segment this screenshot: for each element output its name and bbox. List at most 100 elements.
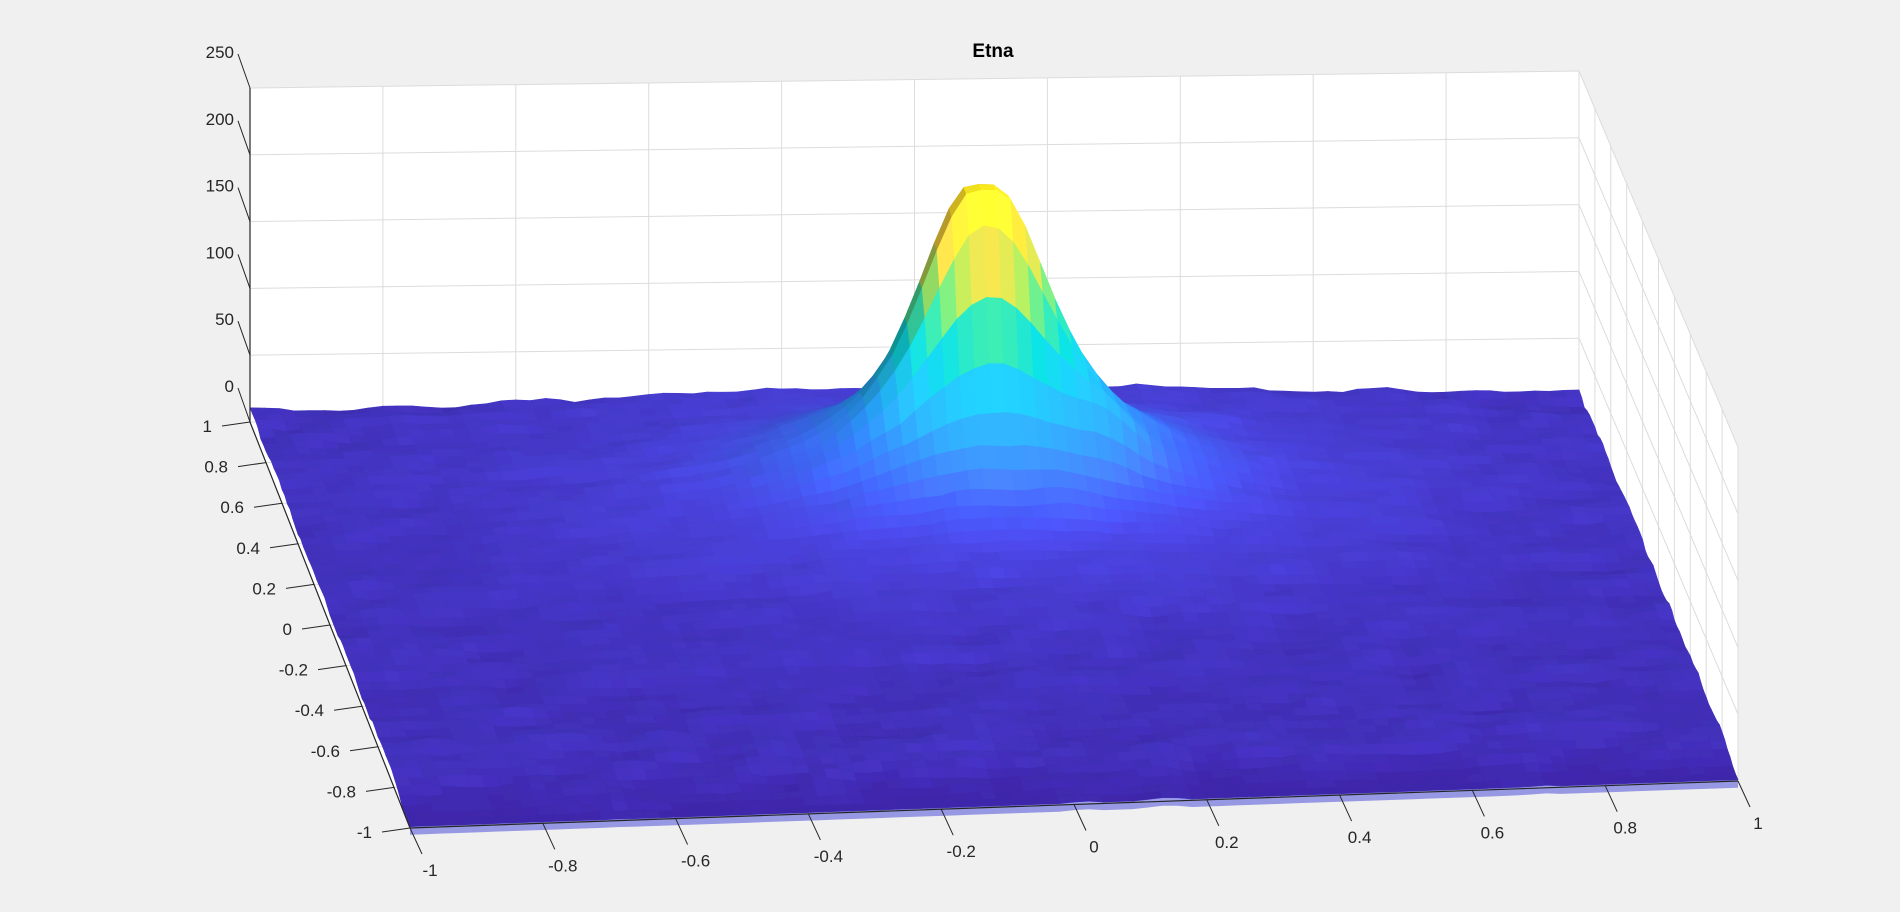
surface-patch <box>522 648 541 657</box>
surface-patch <box>1157 703 1176 713</box>
surface-patch <box>1510 510 1530 519</box>
surface-patch <box>674 529 693 540</box>
surface-patch <box>886 526 905 540</box>
surface-patch <box>1402 606 1422 617</box>
surface-patch <box>808 649 827 659</box>
surface-patch <box>889 626 908 636</box>
surface-patch <box>1225 688 1244 698</box>
surface-patch <box>598 452 617 458</box>
surface-patch <box>773 712 792 723</box>
surface-patch <box>406 617 425 628</box>
surface-patch <box>1525 509 1544 518</box>
surface-patch <box>443 711 462 721</box>
surface-patch <box>706 697 725 708</box>
surface-patch <box>1332 400 1352 408</box>
surface-patch <box>1118 556 1137 567</box>
surface-patch <box>694 629 713 638</box>
surface-patch <box>1462 534 1481 543</box>
surface-patch <box>838 564 857 574</box>
surface-patch <box>1523 612 1543 623</box>
surface-patch <box>926 562 945 575</box>
surface-patch <box>564 637 583 648</box>
surface-patch <box>1363 620 1383 631</box>
surface-patch <box>941 721 960 731</box>
surface-patch <box>640 560 660 569</box>
surface-patch <box>808 566 828 576</box>
surface-patch <box>1335 405 1354 415</box>
surface-patch <box>1116 677 1136 687</box>
surface-patch <box>895 601 915 612</box>
surface-patch <box>601 657 621 665</box>
surface-patch <box>1627 539 1646 551</box>
surface-patch <box>471 591 491 601</box>
surface-patch <box>650 629 669 638</box>
surface-patch <box>657 524 676 534</box>
surface-patch <box>753 539 773 549</box>
surface-patch <box>332 620 351 630</box>
surface-patch <box>881 501 900 517</box>
surface-patch <box>729 554 748 566</box>
surface-patch <box>641 414 660 423</box>
surface-patch <box>1444 526 1464 537</box>
surface-patch <box>960 618 979 628</box>
surface-patch <box>1407 437 1427 446</box>
surface-patch <box>832 715 851 725</box>
surface-patch <box>920 707 940 719</box>
surface-patch <box>1499 444 1518 455</box>
surface-patch <box>1511 439 1530 446</box>
surface-patch <box>620 708 639 716</box>
surface-patch <box>743 714 763 724</box>
surface-patch <box>611 482 631 492</box>
surface-patch <box>1323 670 1342 682</box>
surface-patch <box>584 492 604 501</box>
surface-patch <box>935 451 954 477</box>
surface-patch <box>1388 459 1408 469</box>
surface-patch <box>825 522 844 535</box>
surface-patch <box>691 620 711 631</box>
surface-patch <box>1125 533 1144 544</box>
surface-patch <box>931 663 951 673</box>
surface-patch <box>878 680 897 689</box>
surface-patch <box>395 513 414 519</box>
surface-patch <box>603 397 623 404</box>
surface-patch <box>1074 557 1093 566</box>
surface-patch <box>1175 552 1194 560</box>
surface-patch <box>1157 629 1176 638</box>
surface-patch <box>365 589 385 601</box>
surface-patch <box>912 563 931 575</box>
surface-patch <box>1362 582 1382 592</box>
surface-patch <box>611 643 630 651</box>
surface-patch <box>870 573 889 584</box>
surface-patch <box>1495 724 1514 736</box>
surface-patch <box>595 602 614 612</box>
surface-patch <box>531 510 550 520</box>
surface-patch <box>837 730 857 739</box>
surface-patch <box>370 681 390 691</box>
surface-patch <box>875 672 894 683</box>
surface-patch <box>1354 560 1374 570</box>
surface-patch <box>1648 595 1668 602</box>
surface-patch <box>1207 559 1226 569</box>
surface-patch <box>435 617 454 628</box>
surface-patch <box>1424 404 1443 414</box>
surface-patch <box>1532 419 1552 429</box>
surface-patch <box>912 693 932 701</box>
surface-patch <box>992 529 1011 542</box>
surface-patch <box>658 566 677 578</box>
surface-patch <box>991 577 1010 589</box>
surface-patch <box>526 540 546 548</box>
surface-patch <box>989 617 1008 627</box>
surface-patch <box>700 555 719 566</box>
surface-patch <box>1533 601 1552 608</box>
surface-patch <box>651 507 671 518</box>
surface-patch <box>970 645 990 654</box>
surface-patch <box>678 499 698 509</box>
surface-patch <box>430 448 449 458</box>
surface-patch <box>1540 437 1560 446</box>
surface-patch <box>1231 624 1250 634</box>
surface-patch <box>1373 683 1392 692</box>
surface-patch <box>1468 475 1487 483</box>
surface-patch <box>954 756 973 768</box>
surface-patch <box>1154 621 1174 631</box>
surface-patch <box>1452 694 1471 704</box>
